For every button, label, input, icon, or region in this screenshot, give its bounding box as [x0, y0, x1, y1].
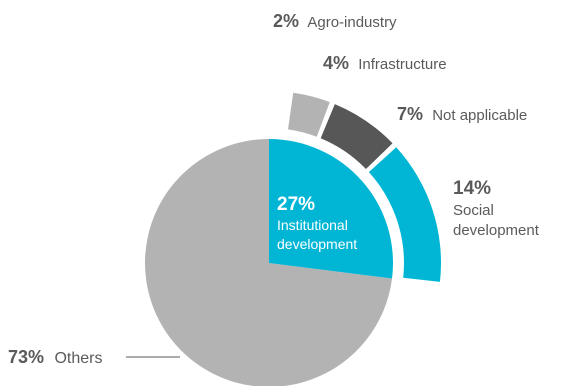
- agro-industry-label: 2% Agro-industry: [273, 11, 397, 31]
- not-applicable-percent: 7%: [397, 104, 423, 124]
- pie-slice-institutional-development: [269, 139, 393, 279]
- institutional-percent: 27%: [277, 194, 315, 215]
- social-percent: 14%: [453, 178, 491, 199]
- infrastructure-label: 4% Infrastructure: [323, 53, 447, 73]
- social-line1: Social: [453, 202, 494, 219]
- institutional-line1: Institutional: [277, 217, 348, 233]
- ring-segment-social-development: [368, 147, 441, 282]
- not-applicable-name: Not applicable: [432, 107, 527, 124]
- others-label: 73% Others: [8, 347, 103, 367]
- infrastructure-percent: 4%: [323, 53, 349, 73]
- infrastructure-name: Infrastructure: [358, 56, 446, 73]
- not-applicable-label: 7% Not applicable: [397, 104, 527, 124]
- ring-segment-not-applicable: [320, 104, 393, 170]
- institutional-line2: development: [277, 236, 357, 252]
- others-percent: 73%: [8, 347, 44, 367]
- ring-segment-agro-industry: [271, 91, 288, 129]
- ring-segment-infrastructure: [288, 92, 330, 137]
- agro-industry-name: Agro-industry: [307, 14, 397, 31]
- pie-slice-others: [145, 139, 393, 386]
- social-line2: development: [453, 222, 540, 239]
- agro-industry-percent: 2%: [273, 11, 299, 31]
- others-name: Others: [54, 350, 102, 367]
